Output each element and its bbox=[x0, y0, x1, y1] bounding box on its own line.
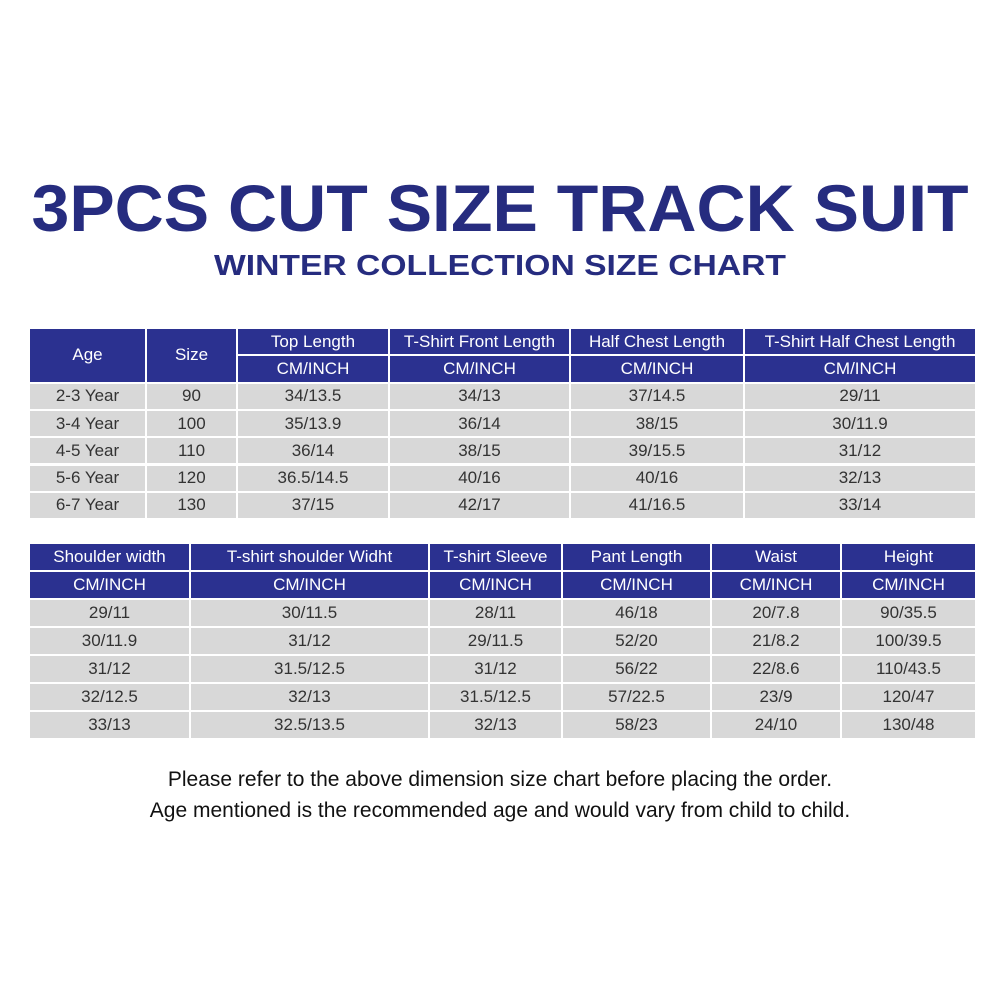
table-cell: 21/8.2 bbox=[712, 628, 840, 654]
column-header: Pant Length bbox=[563, 544, 710, 570]
table-cell: 58/23 bbox=[563, 712, 710, 738]
table-cell: 31/12 bbox=[430, 656, 561, 682]
table-cell: 31.5/12.5 bbox=[191, 656, 428, 682]
table-cell: 90 bbox=[147, 383, 236, 409]
table-cell: 32/13 bbox=[745, 465, 975, 491]
column-header: T-Shirt Front Length bbox=[390, 329, 569, 355]
table-cell: 130 bbox=[147, 492, 236, 519]
column-header: T-shirt shoulder Widht bbox=[191, 544, 428, 570]
table-cell: 40/16 bbox=[390, 465, 569, 491]
table-cell: 33/14 bbox=[745, 492, 975, 519]
table-cell: 120 bbox=[147, 465, 236, 491]
table-cell: 57/22.5 bbox=[563, 684, 710, 710]
table-cell: 30/11.5 bbox=[191, 600, 428, 626]
table-cell: 36/14 bbox=[390, 410, 569, 437]
table-cell: 37/14.5 bbox=[571, 383, 743, 409]
table-cell: 100/39.5 bbox=[842, 628, 975, 654]
table-cell: 29/11.5 bbox=[430, 628, 561, 654]
column-unit: CM/INCH bbox=[390, 356, 569, 382]
table-cell: 37/15 bbox=[238, 492, 388, 519]
table-cell: 56/22 bbox=[563, 656, 710, 682]
table-cell: 120/47 bbox=[842, 684, 975, 710]
column-unit: CM/INCH bbox=[30, 572, 189, 598]
column-unit: CM/INCH bbox=[712, 572, 840, 598]
table-cell: 39/15.5 bbox=[571, 438, 743, 464]
table-cell: 42/17 bbox=[390, 492, 569, 519]
table-cell: 36/14 bbox=[238, 438, 388, 464]
column-unit: CM/INCH bbox=[571, 356, 743, 382]
column-unit: CM/INCH bbox=[842, 572, 975, 598]
table-cell: 29/11 bbox=[30, 600, 189, 626]
table-cell: 28/11 bbox=[430, 600, 561, 626]
table-cell: 32/12.5 bbox=[30, 684, 189, 710]
table-cell: 40/16 bbox=[571, 465, 743, 491]
table-cell: 30/11.9 bbox=[745, 410, 975, 437]
table-cell: 110 bbox=[147, 438, 236, 464]
table-cell: 20/7.8 bbox=[712, 600, 840, 626]
column-header: Age bbox=[30, 329, 145, 382]
table-cell: 31/12 bbox=[30, 656, 189, 682]
footer-line: Please refer to the above dimension size… bbox=[167, 768, 833, 791]
table-cell: 32.5/13.5 bbox=[191, 712, 428, 738]
column-header: Top Length bbox=[238, 329, 388, 355]
table-cell: 3-4 Year bbox=[30, 410, 145, 437]
table-cell: 32/13 bbox=[191, 684, 428, 710]
column-header: Half Chest Length bbox=[571, 329, 743, 355]
table-cell: 41/16.5 bbox=[571, 492, 743, 519]
table-cell: 6-7 Year bbox=[30, 492, 145, 519]
table-cell: 31/12 bbox=[745, 438, 975, 464]
table-cell: 2-3 Year bbox=[30, 383, 145, 409]
column-unit: CM/INCH bbox=[430, 572, 561, 598]
table-cell: 30/11.9 bbox=[30, 628, 189, 654]
table-cell: 29/11 bbox=[745, 383, 975, 409]
column-unit: CM/INCH bbox=[745, 356, 975, 382]
table-cell: 32/13 bbox=[430, 712, 561, 738]
table-cell: 34/13 bbox=[390, 383, 569, 409]
column-header: Height bbox=[842, 544, 975, 570]
table-cell: 36.5/14.5 bbox=[238, 465, 388, 491]
column-header: Size bbox=[147, 329, 236, 382]
table-cell: 22/8.6 bbox=[712, 656, 840, 682]
table-cell: 130/48 bbox=[842, 712, 975, 738]
table-cell: 4-5 Year bbox=[30, 438, 145, 464]
table-cell: 38/15 bbox=[390, 438, 569, 464]
column-header: T-shirt Sleeve bbox=[430, 544, 561, 570]
table-cell: 23/9 bbox=[712, 684, 840, 710]
column-unit: CM/INCH bbox=[563, 572, 710, 598]
column-header: Waist bbox=[712, 544, 840, 570]
column-unit: CM/INCH bbox=[191, 572, 428, 598]
table-cell: 5-6 Year bbox=[30, 465, 145, 491]
table-cell: 90/35.5 bbox=[842, 600, 975, 626]
table-cell: 24/10 bbox=[712, 712, 840, 738]
column-header: T-Shirt Half Chest Length bbox=[745, 329, 975, 355]
subtitle: WINTER COLLECTION SIZE CHART bbox=[213, 250, 786, 282]
table-cell: 31.5/12.5 bbox=[430, 684, 561, 710]
column-unit: CM/INCH bbox=[238, 356, 388, 382]
column-header: Shoulder width bbox=[30, 544, 189, 570]
table-cell: 38/15 bbox=[571, 410, 743, 437]
table-cell: 35/13.9 bbox=[238, 410, 388, 437]
table-cell: 52/20 bbox=[563, 628, 710, 654]
table-cell: 31/12 bbox=[191, 628, 428, 654]
table-cell: 110/43.5 bbox=[842, 656, 975, 682]
table-cell: 100 bbox=[147, 410, 236, 437]
table-cell: 46/18 bbox=[563, 600, 710, 626]
footer-line: Age mentioned is the recommended age and… bbox=[149, 799, 851, 822]
table-cell: 33/13 bbox=[30, 712, 189, 738]
table-cell: 34/13.5 bbox=[238, 383, 388, 409]
title: 3PCS CUT SIZE TRACK SUIT bbox=[31, 171, 969, 245]
